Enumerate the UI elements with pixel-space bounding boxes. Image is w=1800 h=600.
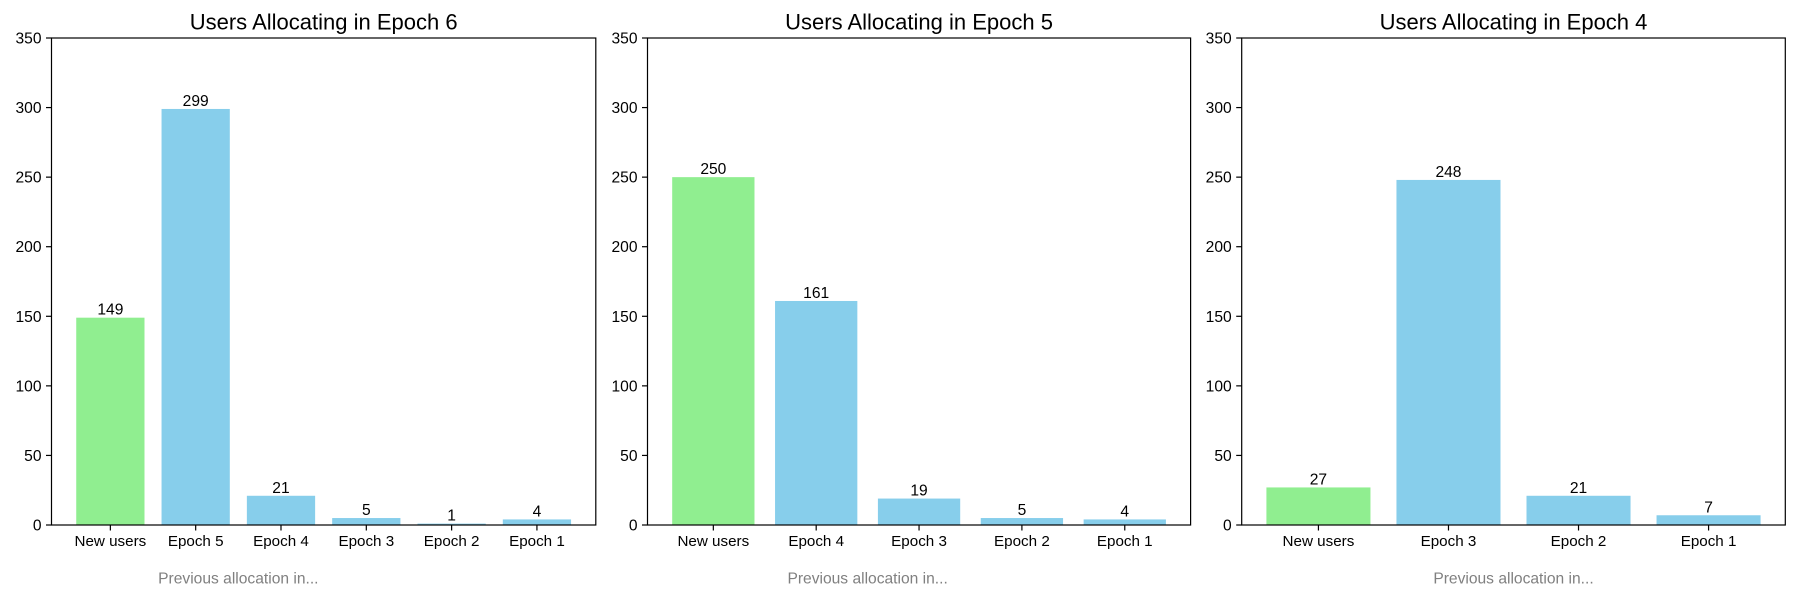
svg-text:New users: New users: [74, 533, 146, 550]
svg-text:Epoch 4: Epoch 4: [788, 533, 844, 550]
svg-text:250: 250: [15, 170, 41, 187]
svg-text:Epoch 3: Epoch 3: [891, 533, 947, 550]
svg-text:Previous allocation in...: Previous allocation in...: [1433, 571, 1593, 588]
svg-text:350: 350: [1206, 31, 1232, 48]
svg-text:100: 100: [611, 378, 637, 395]
svg-text:200: 200: [611, 239, 637, 256]
svg-text:Users Allocating in Epoch 6: Users Allocating in Epoch 6: [190, 10, 458, 35]
svg-text:Epoch 1: Epoch 1: [509, 533, 565, 550]
svg-text:Epoch 4: Epoch 4: [253, 533, 309, 550]
svg-text:19: 19: [910, 483, 927, 500]
svg-text:Epoch 3: Epoch 3: [1421, 533, 1477, 550]
svg-text:1: 1: [447, 508, 456, 525]
svg-text:150: 150: [15, 309, 41, 326]
svg-text:Previous allocation in...: Previous allocation in...: [787, 571, 947, 588]
svg-text:5: 5: [1018, 502, 1027, 519]
svg-text:50: 50: [24, 448, 42, 465]
svg-text:5: 5: [362, 502, 371, 519]
svg-text:4: 4: [1120, 503, 1129, 520]
svg-text:4: 4: [533, 503, 542, 520]
svg-text:248: 248: [1435, 164, 1461, 181]
svg-text:Epoch 1: Epoch 1: [1097, 533, 1153, 550]
svg-text:0: 0: [1223, 518, 1232, 535]
svg-text:Epoch 2: Epoch 2: [1551, 533, 1607, 550]
svg-text:7: 7: [1704, 499, 1713, 516]
svg-text:161: 161: [803, 285, 829, 302]
svg-text:150: 150: [1206, 309, 1232, 326]
svg-text:100: 100: [15, 378, 41, 395]
svg-text:250: 250: [611, 170, 637, 187]
svg-text:50: 50: [620, 448, 638, 465]
svg-text:299: 299: [183, 93, 209, 110]
svg-text:Users Allocating in Epoch 4: Users Allocating in Epoch 4: [1380, 10, 1648, 35]
svg-text:New users: New users: [677, 533, 749, 550]
svg-text:150: 150: [611, 309, 637, 326]
svg-text:300: 300: [15, 100, 41, 117]
svg-text:27: 27: [1310, 471, 1327, 488]
svg-text:Epoch 3: Epoch 3: [338, 533, 394, 550]
svg-text:0: 0: [33, 518, 42, 535]
svg-text:Previous allocation in...: Previous allocation in...: [158, 571, 318, 588]
svg-text:21: 21: [272, 480, 289, 497]
svg-text:Users Allocating in Epoch 5: Users Allocating in Epoch 5: [785, 10, 1053, 35]
svg-text:Epoch 5: Epoch 5: [168, 533, 224, 550]
svg-text:200: 200: [15, 239, 41, 256]
svg-text:350: 350: [611, 31, 637, 48]
svg-text:50: 50: [1214, 448, 1232, 465]
svg-text:Epoch 1: Epoch 1: [1681, 533, 1737, 550]
svg-text:300: 300: [611, 100, 637, 117]
svg-text:New users: New users: [1283, 533, 1355, 550]
svg-text:250: 250: [700, 161, 726, 178]
svg-text:149: 149: [97, 302, 123, 319]
svg-text:300: 300: [1206, 100, 1232, 117]
svg-text:Epoch 2: Epoch 2: [424, 533, 480, 550]
svg-text:Epoch 2: Epoch 2: [994, 533, 1050, 550]
svg-text:350: 350: [15, 31, 41, 48]
svg-text:250: 250: [1206, 170, 1232, 187]
svg-text:200: 200: [1206, 239, 1232, 256]
svg-text:100: 100: [1206, 378, 1232, 395]
svg-text:21: 21: [1570, 480, 1587, 497]
svg-text:0: 0: [629, 518, 638, 535]
